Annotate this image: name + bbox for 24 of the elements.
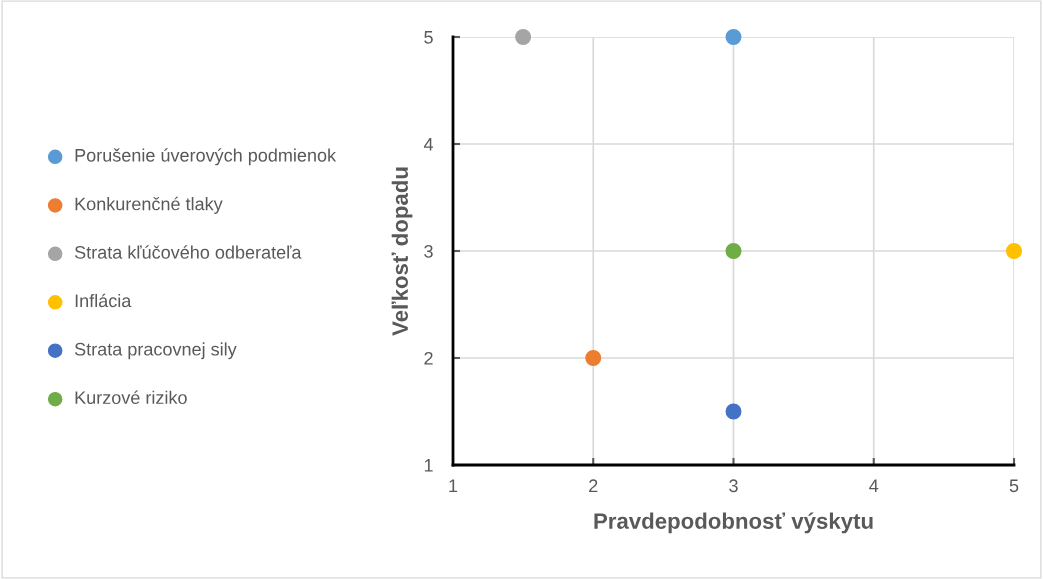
legend-label: Kurzové riziko <box>75 390 187 405</box>
y-tick-label: 2 <box>424 351 433 365</box>
y-tick-label: 1 <box>424 459 433 472</box>
x-tick-label: 5 <box>1009 479 1019 493</box>
point <box>725 243 742 259</box>
legend-label: Strata kľúčového odberateľa <box>74 245 302 259</box>
legend-label: Porušenie úverových podmienok <box>75 148 337 166</box>
point <box>1006 243 1022 259</box>
x-tick-label: 1 <box>449 479 458 492</box>
legend-label: Strata pracovnej sily <box>74 342 237 360</box>
point <box>725 403 742 420</box>
y-tick-label: 5 <box>424 31 433 44</box>
point <box>725 29 742 45</box>
point <box>585 350 602 366</box>
point <box>515 29 532 45</box>
x-tick-label: 3 <box>729 479 738 493</box>
x-axis-title: Pravdepodobnosť výskytu <box>594 512 873 534</box>
legend-label: Konkurenčné tlaky <box>75 196 223 214</box>
y-axis-title: Veľkosť dopadu <box>391 167 413 336</box>
x-tick-label: 4 <box>869 479 879 492</box>
y-tick-label: 3 <box>424 244 433 258</box>
x-tick-label: 2 <box>589 479 598 492</box>
legend-label: Inflácia <box>75 293 132 308</box>
y-tick-label: 4 <box>423 138 434 151</box>
